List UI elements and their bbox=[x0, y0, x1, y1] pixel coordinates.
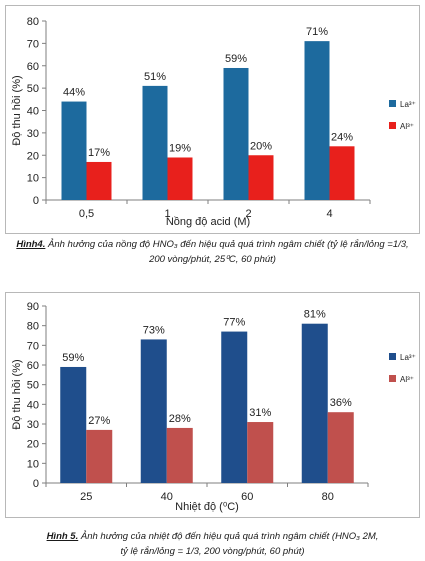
bar-la bbox=[301, 323, 328, 483]
bar-la bbox=[142, 85, 168, 200]
y-tick-label: 70 bbox=[27, 340, 39, 352]
data-label: 73% bbox=[143, 324, 165, 336]
bar-la bbox=[221, 331, 248, 483]
bar-al bbox=[166, 427, 193, 483]
y-tick-label: 20 bbox=[27, 150, 39, 162]
legend-label: Al³⁺ bbox=[400, 375, 414, 384]
y-tick-label: 0 bbox=[33, 478, 39, 490]
bar-al bbox=[329, 146, 355, 200]
legend-swatch-la bbox=[389, 100, 396, 107]
x-axis-title: Nồng độ acid (M) bbox=[166, 216, 250, 228]
y-tick-label: 60 bbox=[27, 360, 39, 372]
data-label: 59% bbox=[62, 352, 84, 364]
data-label: 71% bbox=[306, 26, 328, 38]
caption-label: Hình4. bbox=[16, 239, 46, 250]
x-tick-label: 0,5 bbox=[79, 208, 94, 220]
y-tick-label: 30 bbox=[27, 419, 39, 431]
data-label: 36% bbox=[330, 397, 352, 409]
caption-text: Ảnh hưởng của nhiệt độ đến hiệu quả quá … bbox=[78, 531, 379, 542]
y-tick-label: 40 bbox=[27, 399, 39, 411]
bar-la bbox=[60, 366, 87, 483]
legend-swatch-al bbox=[389, 122, 396, 129]
caption-label: Hình 5. bbox=[46, 531, 79, 542]
x-axis-title: Nhiệt độ (⁰C) bbox=[175, 501, 239, 513]
caption-text: Ảnh hưởng của nồng độ HNO₃ đến hiệu quả … bbox=[45, 239, 409, 250]
bar-al bbox=[86, 161, 112, 200]
y-tick-label: 50 bbox=[27, 83, 39, 95]
y-tick-label: 90 bbox=[27, 301, 39, 313]
x-tick-label: 60 bbox=[241, 491, 253, 503]
x-tick-label: 80 bbox=[322, 491, 334, 503]
chart-panel-2: 0 10 20 30 40 50 60 70 80 90 59% 27% 25 73% 28% 40 77% 31… bbox=[5, 292, 420, 518]
bar-al bbox=[327, 412, 354, 483]
y-tick-label: 80 bbox=[27, 16, 39, 28]
data-label: 17% bbox=[88, 147, 110, 159]
data-label: 51% bbox=[144, 71, 166, 83]
data-label: 77% bbox=[223, 317, 245, 329]
caption-text-line2: tỷ lệ rắn/lỏng = 1/3, 200 vòng/phút, 60 … bbox=[120, 546, 305, 557]
figure-caption-1: Hình4. Ảnh hưởng của nồng độ HNO₃ đến hi… bbox=[0, 237, 425, 267]
bar-la bbox=[304, 41, 330, 201]
x-tick-label: 2 bbox=[245, 208, 251, 220]
data-label: 59% bbox=[225, 53, 247, 65]
data-label: 19% bbox=[169, 142, 191, 154]
legend-label: Al³⁺ bbox=[400, 122, 414, 131]
data-label: 27% bbox=[88, 415, 110, 427]
y-axis-title: Độ thu hồi (%) bbox=[11, 75, 23, 145]
bar-la bbox=[140, 339, 167, 483]
figure-caption-2: Hình 5. Ảnh hưởng của nhiệt độ đến hiệu … bbox=[0, 529, 425, 559]
bar-al bbox=[86, 429, 113, 483]
bar-la bbox=[61, 101, 87, 200]
bar-chart-nitric-acid: 0 10 20 30 40 50 60 70 80 44% 17% 0,5 51% 19% 1 59% 20% 2… bbox=[11, 16, 416, 228]
y-tick-label: 40 bbox=[27, 106, 39, 118]
y-tick-label: 30 bbox=[27, 128, 39, 140]
x-tick-label: 40 bbox=[161, 491, 173, 503]
bar-al bbox=[167, 157, 193, 200]
y-tick-label: 10 bbox=[27, 173, 39, 185]
x-tick-label: 4 bbox=[326, 208, 332, 220]
bar-chart-temperature: 0 10 20 30 40 50 60 70 80 90 59% 27% 25 73% 28% 40 77% 31… bbox=[11, 301, 416, 513]
legend-swatch-la bbox=[389, 353, 396, 360]
y-tick-label: 50 bbox=[27, 380, 39, 392]
bar-al bbox=[248, 155, 274, 200]
legend-swatch-al bbox=[389, 375, 396, 382]
chart-panel-1: 0 10 20 30 40 50 60 70 80 44% 17% 0,5 51% 19% 1 59% 20% 2… bbox=[5, 5, 420, 234]
data-label: 20% bbox=[250, 140, 272, 152]
y-tick-label: 70 bbox=[27, 38, 39, 50]
y-tick-label: 60 bbox=[27, 61, 39, 73]
y-tick-label: 0 bbox=[33, 195, 39, 207]
data-label: 31% bbox=[249, 407, 271, 419]
x-tick-label: 1 bbox=[164, 208, 170, 220]
y-tick-label: 10 bbox=[27, 458, 39, 470]
y-tick-label: 80 bbox=[27, 321, 39, 333]
legend-label: La³⁺ bbox=[400, 100, 416, 109]
data-label: 24% bbox=[331, 131, 353, 143]
bar-la bbox=[223, 67, 249, 200]
data-label: 28% bbox=[169, 413, 191, 425]
x-tick-label: 25 bbox=[80, 491, 92, 503]
bar-al bbox=[247, 422, 274, 483]
caption-text-line2: 200 vòng/phút, 25⁰C, 60 phút) bbox=[149, 254, 276, 265]
data-label: 44% bbox=[63, 87, 85, 99]
y-tick-label: 20 bbox=[27, 439, 39, 451]
data-label: 81% bbox=[304, 309, 326, 321]
legend-label: La³⁺ bbox=[400, 353, 416, 362]
y-axis-title: Độ thu hồi (%) bbox=[11, 359, 23, 429]
